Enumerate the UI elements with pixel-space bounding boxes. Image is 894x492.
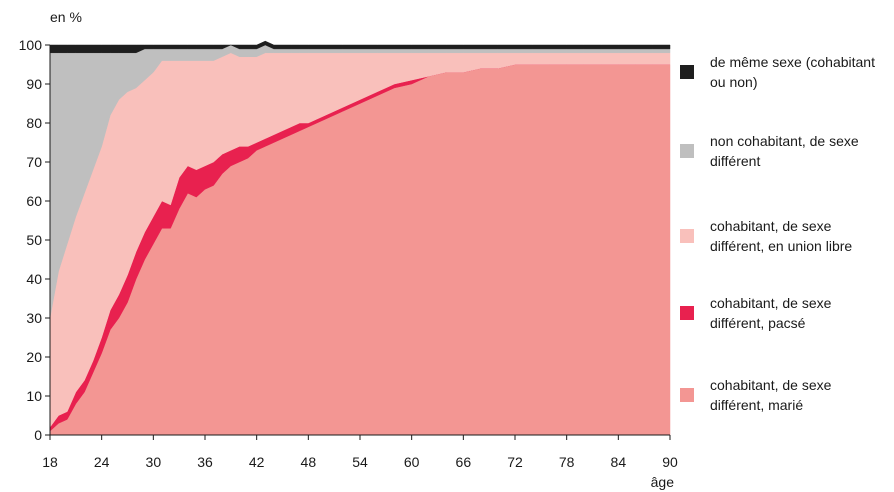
legend-label-line: différent, pacsé (710, 315, 806, 331)
legend-label-meme-sexe: de même sexe (cohabitant ou non) (710, 52, 890, 92)
x-tick-label: 36 (197, 454, 213, 470)
legend-item-marie: cohabitant, de sexe différent, marié (680, 375, 890, 425)
y-tick-label: 90 (26, 76, 42, 92)
x-tick-label: 42 (249, 454, 265, 470)
legend-label-line: de même sexe (cohabitant (710, 54, 875, 70)
x-tick-label: 78 (559, 454, 575, 470)
y-tick-label: 10 (26, 388, 42, 404)
x-tick-label: 66 (456, 454, 472, 470)
y-tick-label: 60 (26, 193, 42, 209)
legend-swatch-marie (680, 388, 694, 402)
y-tick-label: 20 (26, 349, 42, 365)
y-tick-label: 100 (19, 37, 43, 53)
legend-label-line: différent (710, 153, 761, 169)
x-tick-label: 90 (662, 454, 678, 470)
legend-label-line: cohabitant, de sexe (710, 295, 832, 311)
legend-item-non-cohabitant: non cohabitant, de sexe différent (680, 131, 890, 181)
x-tick-label: 30 (146, 454, 162, 470)
legend-swatch-meme-sexe (680, 65, 694, 79)
x-tick-label: 54 (352, 454, 368, 470)
x-tick-label: 48 (301, 454, 317, 470)
legend-label-non-cohabitant: non cohabitant, de sexe différent (710, 131, 890, 171)
y-tick-label: 80 (26, 115, 42, 131)
x-tick-label: 24 (94, 454, 110, 470)
legend-label-line: différent, en union libre (710, 238, 853, 254)
legend-label-union-libre: cohabitant, de sexe différent, en union … (710, 216, 890, 256)
x-tick-label: 60 (404, 454, 420, 470)
legend-label-line: différent, marié (710, 397, 804, 413)
legend-label-line: non cohabitant, de sexe (710, 133, 859, 149)
area-series-4 (49, 40, 671, 54)
y-tick-label: 50 (26, 232, 42, 248)
x-tick-label: 18 (42, 454, 58, 470)
y-tick-label: 0 (34, 427, 42, 443)
legend-swatch-pacse (680, 306, 694, 320)
legend-label-pacse: cohabitant, de sexe différent, pacsé (710, 293, 890, 333)
area-layer (49, 40, 671, 436)
x-tick-label: 84 (611, 454, 627, 470)
legend-item-union-libre: cohabitant, de sexe différent, en union … (680, 216, 890, 266)
y-axis-ticks: 0 10 20 30 40 50 60 70 80 90 100 (19, 37, 50, 443)
legend-label-marie: cohabitant, de sexe différent, marié (710, 375, 890, 415)
legend-item-pacse: cohabitant, de sexe différent, pacsé (680, 293, 890, 343)
legend-label-line: ou non) (710, 74, 758, 90)
y-tick-label: 30 (26, 310, 42, 326)
legend-label-line: cohabitant, de sexe (710, 218, 832, 234)
legend-label-line: cohabitant, de sexe (710, 377, 832, 393)
x-axis-ticks: 18 24 30 36 42 48 54 60 66 72 78 84 90 (42, 435, 678, 470)
legend-swatch-union-libre (680, 229, 694, 243)
x-tick-label: 72 (507, 454, 523, 470)
y-axis-title: en % (50, 9, 82, 25)
legend-item-meme-sexe: de même sexe (cohabitant ou non) (680, 52, 890, 102)
y-tick-label: 40 (26, 271, 42, 287)
legend-swatch-non-cohabitant (680, 144, 694, 158)
y-tick-label: 70 (26, 154, 42, 170)
x-axis-title: âge (651, 474, 675, 490)
